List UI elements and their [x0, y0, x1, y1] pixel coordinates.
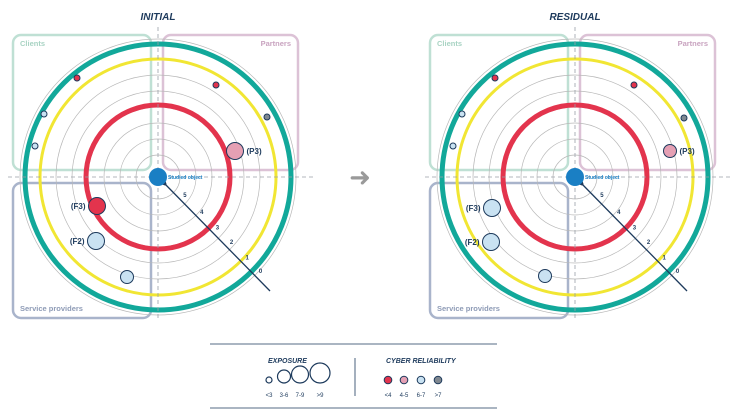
- scale-tick-label: 4: [200, 210, 204, 216]
- threat-bubble-label: (F3): [71, 202, 86, 211]
- studied-object-icon: [566, 168, 584, 186]
- threat-bubble: [458, 110, 466, 118]
- service-providers-label: Service providers: [437, 304, 500, 313]
- panel-title: INITIAL: [141, 12, 176, 23]
- cyber-reliability-legend-title: CYBER RELIABILITY: [386, 358, 457, 365]
- clients-label: Clients: [437, 39, 462, 48]
- threat-bubble: [483, 199, 501, 217]
- scale-tick-label: 3: [216, 226, 220, 232]
- scale-tick-label: 4: [617, 210, 621, 216]
- cyber-reliability-legend-label: 6-7: [417, 393, 426, 399]
- cyber-reliability-legend-dot: [433, 375, 443, 385]
- threat-bubble: [449, 142, 457, 150]
- threat-bubble: [482, 233, 500, 251]
- scale-tick-label: 0: [259, 269, 263, 275]
- threat-bubble: [73, 74, 81, 82]
- threat-bubble: [630, 81, 638, 89]
- cyber-reliability-legend-label: 4-5: [400, 393, 409, 399]
- exposure-legend-label: 7-9: [296, 393, 305, 399]
- scale-tick-label: 1: [662, 255, 666, 261]
- exposure-legend-circle: [265, 376, 273, 384]
- threat-bubble: [40, 110, 48, 118]
- partners-quadrant: [578, 33, 717, 172]
- service-providers-label: Service providers: [20, 304, 83, 313]
- scale-tick-label: 5: [183, 193, 187, 199]
- transition-arrow-icon: ➜: [349, 163, 371, 193]
- cyber-reliability-legend-dot: [399, 375, 409, 385]
- clients-quadrant: [428, 33, 570, 172]
- panel-title: RESIDUAL: [549, 12, 600, 23]
- legend: EXPOSURE <3 3-6 7-9 >9 CYBER RELIABILITY <4 4-5…: [210, 343, 497, 409]
- threat-bubble-label: (F3): [466, 204, 481, 213]
- exposure-legend-circle: [276, 369, 292, 384]
- exposure-legend-title: EXPOSURE: [268, 358, 307, 365]
- threat-bubble: [226, 142, 244, 160]
- exposure-legend-label: >9: [317, 393, 325, 399]
- scale-tick-label: 2: [647, 240, 651, 246]
- scale-arrow: [164, 183, 271, 292]
- initial-panel: INITIAL Clients Partners Service providers 0…: [8, 12, 313, 320]
- residual-panel: RESIDUAL Clients Partners Service providers…: [425, 12, 730, 320]
- scale-tick-label: 0: [676, 269, 680, 275]
- threat-bubble: [87, 232, 105, 250]
- threat-bubble: [88, 197, 106, 215]
- scale-tick-label: 3: [633, 226, 637, 232]
- scale-arrow: [581, 183, 688, 292]
- clients-label: Clients: [20, 39, 45, 48]
- threat-bubble: [31, 142, 39, 150]
- threat-bubble-label: (F2): [465, 238, 480, 247]
- partners-label: Partners: [261, 39, 291, 48]
- studied-object-label: Studied object: [168, 175, 203, 181]
- threat-bubble: [680, 114, 688, 122]
- studied-object-icon: [149, 168, 167, 186]
- threat-bubble: [120, 270, 134, 284]
- scale-tick-label: 5: [600, 193, 604, 199]
- exposure-legend-label: <3: [266, 393, 274, 399]
- clients-quadrant: [11, 33, 153, 172]
- scale-tick-label: 1: [245, 255, 249, 261]
- threat-bubble-label: (F2): [70, 237, 85, 246]
- exposure-legend-circle: [309, 362, 331, 384]
- threat-bubble: [212, 81, 220, 89]
- threat-bubble-label: (P3): [247, 147, 262, 156]
- threat-bubble: [491, 74, 499, 82]
- threat-bubble: [663, 144, 677, 158]
- exposure-legend-circle: [290, 365, 310, 384]
- threat-bubble: [538, 269, 552, 283]
- exposure-legend-label: 3-6: [280, 393, 289, 399]
- studied-object-label: Studied object: [585, 175, 620, 181]
- cyber-reliability-legend-dot: [383, 375, 393, 385]
- threat-bubble-label: (P3): [680, 147, 695, 156]
- cyber-reliability-legend-label: >7: [435, 393, 443, 399]
- threat-bubble: [263, 113, 271, 121]
- scale-tick-label: 2: [230, 240, 234, 246]
- cyber-reliability-legend-dot: [416, 375, 426, 385]
- cyber-reliability-legend-label: <4: [385, 393, 393, 399]
- partners-label: Partners: [678, 39, 708, 48]
